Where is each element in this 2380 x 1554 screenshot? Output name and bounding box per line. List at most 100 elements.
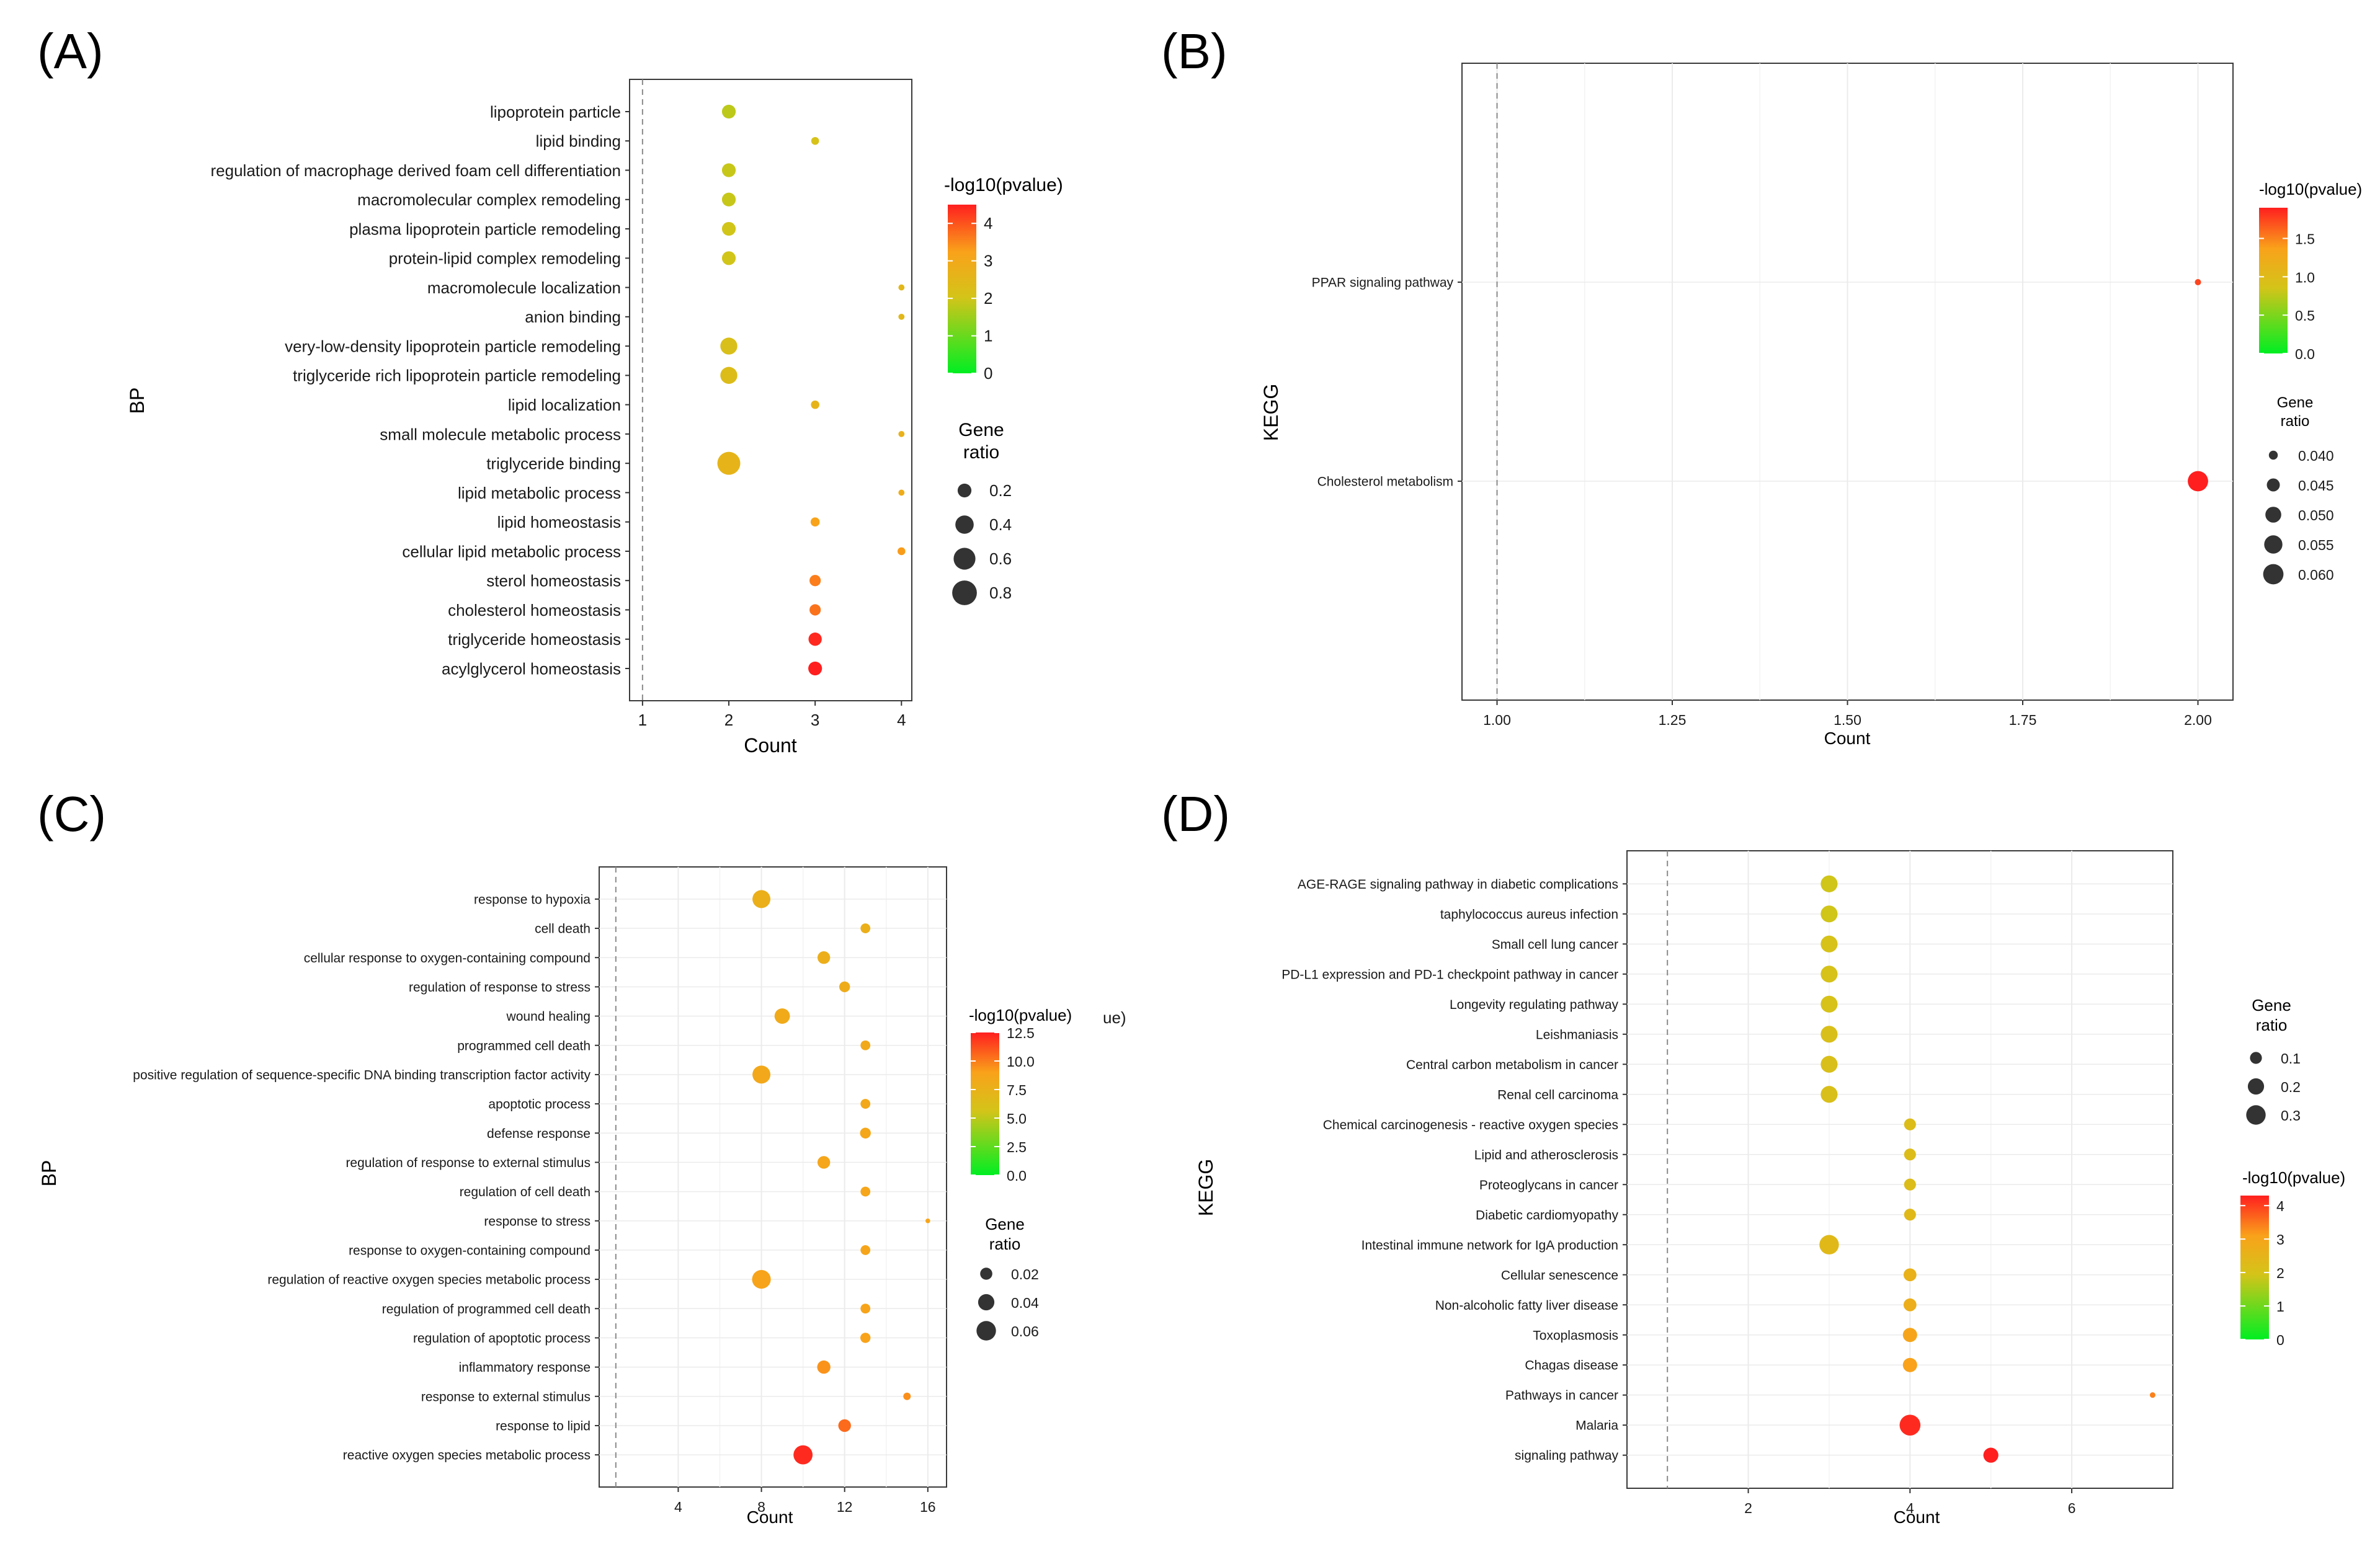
category-label: lipid localization	[508, 396, 621, 414]
category-label: AGE-RAGE signaling pathway in diabetic c…	[1298, 877, 1618, 892]
x-tick-label-a-1: 2	[724, 711, 733, 729]
data-point	[809, 575, 821, 587]
colorbar-label-a-0: 4	[984, 214, 992, 233]
colorbar-label-a-1: 3	[984, 252, 992, 270]
data-point	[2188, 471, 2208, 492]
size-legend-bubble	[2268, 450, 2278, 460]
data-point	[898, 489, 905, 496]
colorbar-label-d-1: 3	[2276, 1232, 2284, 1248]
category-label: sterol homeostasis	[486, 572, 621, 590]
category-label: lipid binding	[536, 132, 621, 151]
y-axis-title-d: KEGG	[1195, 1159, 1217, 1216]
data-point	[1903, 1268, 1917, 1282]
size-legend-title-a-1: ratio	[963, 442, 999, 463]
colorbar-label-c-4: 2.5	[1007, 1139, 1027, 1155]
colorbar-label-b-1: 1.0	[2295, 269, 2315, 285]
colorbar-label-c-0: 12.5	[1007, 1025, 1035, 1041]
data-point	[1904, 1118, 1916, 1130]
size-legend-bubble	[980, 1268, 992, 1280]
category-label: anion binding	[525, 308, 621, 326]
legend-fragment-c: ue)	[1103, 1008, 1126, 1027]
category-label: PD-L1 expression and PD-1 checkpoint pat…	[1281, 967, 1618, 982]
color-legend-title-c: -log10(pvalue)	[969, 1006, 1072, 1024]
category-label: macromolecule localization	[427, 278, 621, 297]
category-label: response to hypoxia	[474, 892, 591, 907]
plot-frame-a	[629, 79, 912, 701]
category-label: response to external stimulus	[421, 1390, 591, 1404]
size-legend-title-c-1: ratio	[989, 1235, 1021, 1253]
data-point	[1983, 1447, 1999, 1463]
size-legend-label-b-2: 0.050	[2298, 507, 2334, 523]
panel-label-b: (B)	[1161, 24, 1228, 79]
colorbar-label-a-2: 2	[984, 289, 992, 308]
y-axis-title-c: BP	[38, 1160, 60, 1187]
size-legend-bubble	[2264, 535, 2283, 554]
data-point	[860, 923, 871, 933]
category-label: response to oxygen-containing compound	[349, 1243, 591, 1258]
data-point	[1904, 1148, 1916, 1161]
category-label: Small cell lung cancer	[1492, 938, 1618, 952]
data-point	[793, 1445, 813, 1465]
color-legend-title-b: -log10(pvalue)	[2259, 180, 2362, 198]
y-axis-title-a: BP	[126, 388, 148, 414]
data-point	[898, 547, 906, 556]
panel-d: (D) 2 4 6 AGE-RAGE signaling pathway in dia…	[1161, 786, 2345, 1527]
category-label: lipoprotein particle	[490, 102, 621, 121]
color-legend-title-a: -log10(pvalue)	[944, 175, 1063, 195]
size-legend-label-b-0: 0.040	[2298, 448, 2334, 464]
x-tick-label-a-3: 4	[897, 711, 906, 729]
data-point	[1821, 1086, 1838, 1103]
category-label: Toxoplasmosis	[1533, 1328, 1618, 1343]
category-label: taphylococcus aureus infection	[1440, 907, 1618, 921]
category-label: Proteoglycans in cancer	[1479, 1178, 1618, 1192]
data-point	[1821, 1026, 1838, 1043]
size-legend-bubble	[953, 548, 976, 570]
colorbar-d	[2240, 1196, 2269, 1339]
data-point	[1819, 1235, 1839, 1254]
data-point	[925, 1218, 930, 1223]
category-label: triglyceride rich lipoprotein particle r…	[293, 366, 621, 385]
data-point	[839, 981, 850, 993]
category-label: inflammatory response	[459, 1361, 591, 1375]
size-legend-label-c-0: 0.02	[1011, 1266, 1039, 1282]
data-point	[2149, 1392, 2155, 1398]
y-axis-title-b: KEGG	[1260, 384, 1282, 441]
data-point	[860, 1127, 871, 1139]
data-point	[721, 221, 736, 236]
x-tick-label-a-0: 1	[638, 711, 647, 729]
category-label: triglyceride homeostasis	[448, 630, 621, 649]
size-legend-title-d-0: Gene	[2252, 996, 2291, 1015]
category-label: regulation of response to external stimu…	[345, 1156, 591, 1170]
size-legend-label-c-1: 0.04	[1011, 1295, 1039, 1311]
data-point	[752, 890, 771, 908]
category-label: protein-lipid complex remodeling	[389, 249, 621, 268]
data-point	[898, 284, 905, 291]
data-point	[903, 1392, 911, 1400]
category-label: regulation of response to stress	[409, 980, 591, 995]
category-label: Leishmaniasis	[1536, 1028, 1618, 1042]
category-label: Lipid and atherosclerosis	[1474, 1148, 1618, 1162]
category-label: regulation of macrophage derived foam ce…	[211, 161, 621, 180]
colorbar-label-d-4: 0	[2276, 1332, 2284, 1348]
data-point	[1904, 1209, 1916, 1221]
data-point	[898, 313, 905, 320]
size-legend-bubble	[2247, 1078, 2265, 1095]
colorbar-label-b-2: 0.5	[2295, 308, 2315, 324]
data-point	[817, 1360, 831, 1374]
x-axis-title-d: Count	[1894, 1507, 1940, 1527]
category-label: macromolecular complex remodeling	[357, 190, 621, 209]
colorbar-b	[2259, 208, 2288, 353]
category-label: lipid metabolic process	[458, 484, 621, 502]
x-axis-title-c: Count	[747, 1507, 793, 1527]
category-label: Chagas disease	[1525, 1359, 1618, 1373]
data-point	[721, 163, 736, 177]
data-point	[860, 1303, 871, 1314]
category-label: response to lipid	[496, 1419, 591, 1434]
data-point	[717, 451, 741, 475]
data-point	[1902, 1328, 1917, 1343]
data-point	[721, 104, 736, 119]
category-label: Pathways in cancer	[1505, 1388, 1618, 1403]
category-label: signaling pathway	[1515, 1449, 1618, 1463]
category-label: Intestinal immune network for IgA produc…	[1362, 1238, 1618, 1253]
